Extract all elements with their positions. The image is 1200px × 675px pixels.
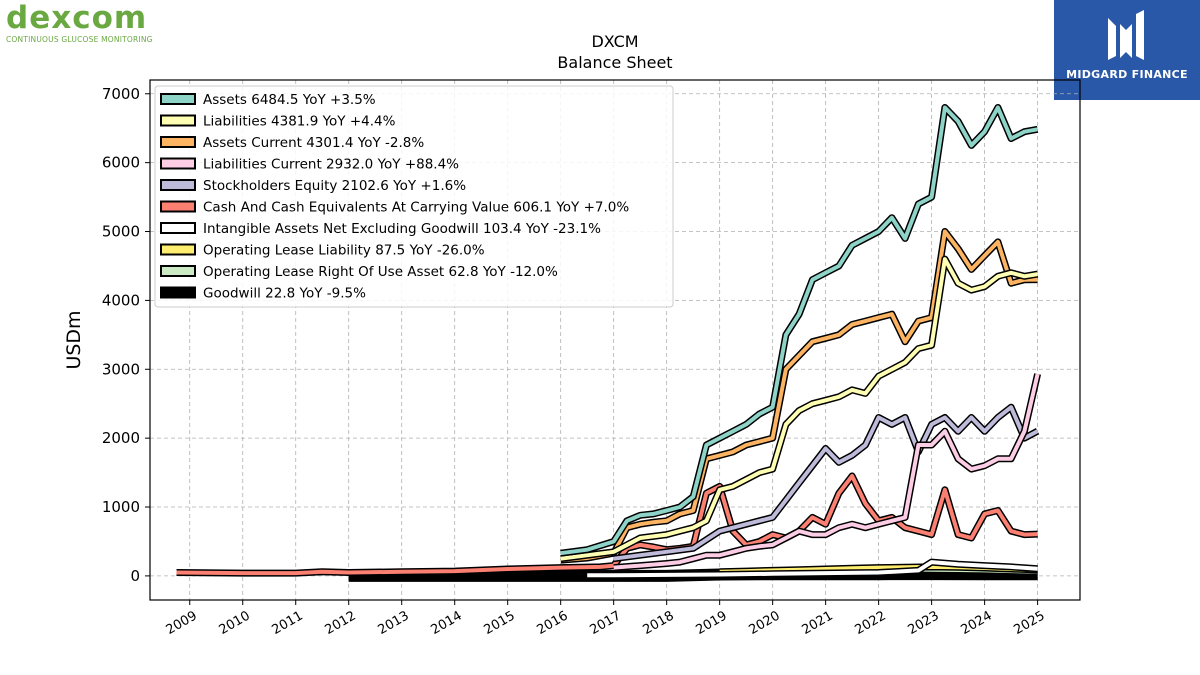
y-tick-label: 0 <box>130 567 140 585</box>
legend-label: Goodwill 22.8 YoY -9.5% <box>203 286 366 302</box>
legend-item: Operating Lease Liability 87.5 YoY -26.0… <box>160 243 485 259</box>
y-axis-label: USDm <box>63 310 85 369</box>
y-tick-label: 7000 <box>102 85 140 103</box>
x-tick-label: 2010 <box>217 608 253 638</box>
x-tick-label: 2012 <box>323 608 359 638</box>
series-line <box>587 560 1038 578</box>
dexcom-tagline: CONTINUOUS GLUCOSE MONITORING <box>6 35 153 44</box>
y-tick-label: 1000 <box>102 498 140 516</box>
legend-swatch <box>160 265 196 277</box>
series-lines <box>176 104 1042 582</box>
legend-item: Goodwill 22.8 YoY -9.5% <box>160 286 366 302</box>
plot-frame <box>149 79 1081 601</box>
x-tick-label: 2011 <box>270 608 306 638</box>
legend-swatch <box>160 136 196 148</box>
x-tick-label: 2018 <box>641 608 677 638</box>
legend-swatch <box>160 93 196 105</box>
series-line <box>176 474 1038 576</box>
legend-swatch <box>160 157 196 170</box>
midgard-emblem-icon <box>1108 10 1144 60</box>
series-assets-current <box>560 228 1038 564</box>
y-tick-label: 4000 <box>102 291 140 309</box>
midgard-finance-logo: MIDGARD FINANCE <box>1054 0 1200 100</box>
legend-label: Liabilities Current 2932.0 YoY +88.4% <box>203 157 459 173</box>
legend-item: Cash And Cash Equivalents At Carrying Va… <box>160 200 629 216</box>
legend-swatch <box>160 286 196 299</box>
x-tick-label: 2019 <box>693 608 729 638</box>
series-stockholders-equity <box>613 403 1040 563</box>
x-tick-label: 2013 <box>376 608 412 638</box>
y-axis: 0 1000 2000 3000 4000 5000 6000 7000 <box>102 85 150 585</box>
y-tick-label: 6000 <box>102 154 140 172</box>
series-intangible-assets-net-excluding-goodwill <box>587 558 1038 579</box>
series-cash-and-cash-equivalents-at-carrying-value <box>176 472 1038 577</box>
legend-item: Liabilities Current 2932.0 YoY +88.4% <box>160 157 459 173</box>
chart-title: DXCM <box>591 32 638 51</box>
x-tick-label: 2022 <box>852 608 888 638</box>
legend-label: Liabilities 4381.9 YoY +4.4% <box>203 114 396 130</box>
legend-label: Operating Lease Right Of Use Asset 62.8 … <box>203 264 558 280</box>
series-liabilities-current <box>613 373 1042 572</box>
legend-item: Intangible Assets Net Excluding Goodwill… <box>160 221 601 237</box>
legend-item: Liabilities 4381.9 YoY +4.4% <box>160 114 396 130</box>
legend-label: Intangible Assets Net Excluding Goodwill… <box>203 221 601 237</box>
x-tick-label: 2023 <box>905 608 941 638</box>
dexcom-wordmark: dexcom <box>6 0 148 36</box>
legend-box <box>154 85 674 308</box>
x-axis: 2009 2010 2011 2012 2013 2014 2015 2016 2017 2018… <box>164 600 1048 638</box>
midgard-finance-name: MIDGARD FINANCE <box>1066 68 1188 81</box>
x-tick-label: 2014 <box>429 608 465 638</box>
series-line <box>613 405 1039 561</box>
legend-swatch <box>160 200 196 213</box>
x-tick-label: 2016 <box>535 608 571 638</box>
x-tick-label: 2021 <box>799 608 835 638</box>
y-tick-label: 3000 <box>102 360 140 378</box>
x-tick-label: 2025 <box>1011 608 1047 638</box>
x-tick-label: 2015 <box>482 608 518 638</box>
x-tick-label: 2020 <box>746 608 782 638</box>
legend-item: Operating Lease Right Of Use Asset 62.8 … <box>160 264 558 280</box>
legend-swatch <box>160 179 196 191</box>
legend: Assets 6484.5 YoY +3.5% Liabilities 4381.… <box>154 85 674 308</box>
legend-label: Cash And Cash Equivalents At Carrying Va… <box>203 200 629 216</box>
y-tick-label: 5000 <box>102 223 140 241</box>
legend-item: Assets 6484.5 YoY +3.5% <box>160 92 376 108</box>
series-line <box>560 257 1038 561</box>
x-tick-label: 2009 <box>164 608 200 638</box>
legend-swatch <box>160 222 196 234</box>
dexcom-logo: dexcom CONTINUOUS GLUCOSE MONITORING <box>6 2 153 44</box>
series-line <box>613 373 1040 570</box>
series-liabilities <box>560 255 1039 563</box>
legend-label: Stockholders Equity 2102.6 YoY +1.6% <box>203 178 466 194</box>
legend-item: Stockholders Equity 2102.6 YoY +1.6% <box>160 178 466 194</box>
series-line <box>560 229 1038 563</box>
x-tick-label: 2024 <box>958 608 994 638</box>
legend-label: Assets Current 4301.4 YoY -2.8% <box>203 135 424 151</box>
series-assets <box>560 104 1039 557</box>
chart-subtitle: Balance Sheet <box>557 53 672 72</box>
series-line <box>560 105 1038 556</box>
y-tick-label: 2000 <box>102 429 140 447</box>
x-tick-label: 2017 <box>588 608 624 638</box>
legend-swatch <box>160 114 196 127</box>
legend-label: Operating Lease Liability 87.5 YoY -26.0… <box>203 243 485 259</box>
legend-item: Assets Current 4301.4 YoY -2.8% <box>160 135 424 151</box>
legend-label: Assets 6484.5 YoY +3.5% <box>203 92 376 108</box>
legend-swatch <box>160 243 196 256</box>
